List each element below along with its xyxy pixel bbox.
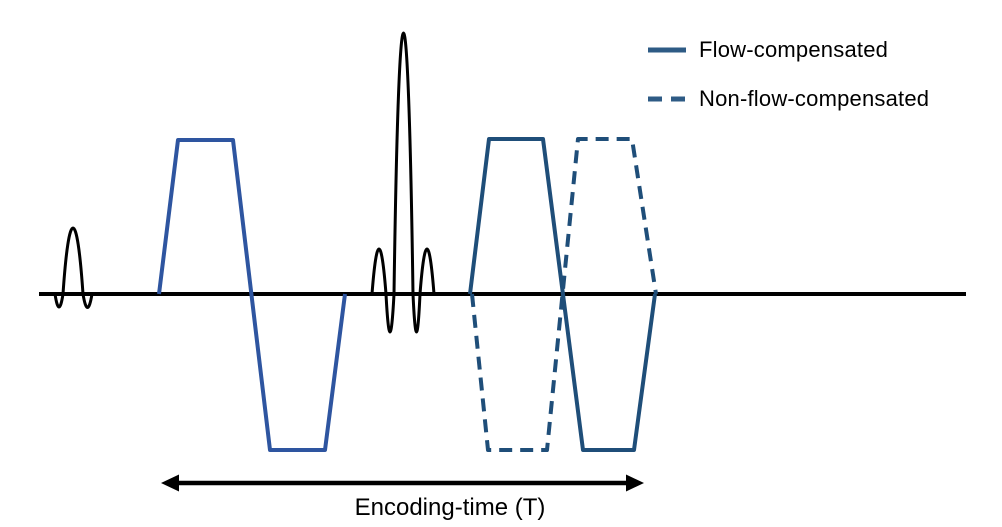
encoding-time-arrow (161, 474, 644, 492)
encoding-time-label: Encoding-time (T) (354, 494, 546, 521)
legend: Flow-compensated Non-flow-compensated (648, 36, 929, 134)
legend-label-non-flow-compensated: Non-flow-compensated (699, 85, 930, 111)
solid-line-swatch (648, 47, 686, 52)
flow-compensated-bipolar-gradient (157, 138, 347, 452)
rf-refocusing-pulse (370, 31, 436, 334)
non-flow-compensated-encoding-gradient (470, 137, 658, 452)
flow-compensated-encoding-gradient (468, 137, 657, 452)
legend-item-non-flow-compensated: Non-flow-compensated (648, 85, 929, 112)
legend-label-flow-compensated: Flow-compensated (699, 36, 889, 62)
rf-excitation-pulse (53, 226, 94, 309)
dashed-line-swatch (648, 96, 686, 101)
legend-item-flow-compensated: Flow-compensated (648, 36, 929, 63)
